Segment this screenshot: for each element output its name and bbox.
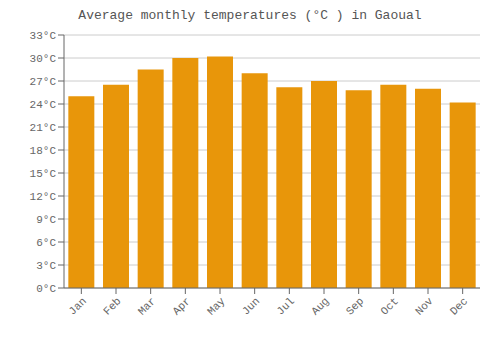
svg-text:Sep: Sep (344, 295, 366, 317)
svg-text:21°C: 21°C (30, 122, 57, 134)
svg-text:Jun: Jun (240, 295, 262, 317)
svg-text:Jan: Jan (66, 295, 88, 317)
svg-text:Mar: Mar (136, 295, 158, 317)
html-text:Average monthly temperatures (: Average monthly temperatures (°C ) in Ga… (78, 8, 422, 23)
svg-text:Apr: Apr (170, 295, 192, 317)
svg-text:0°C: 0°C (36, 283, 56, 295)
svg-text:Oct: Oct (378, 295, 400, 317)
svg-text:24°C: 24°C (30, 99, 57, 111)
svg-text:30°C: 30°C (30, 53, 57, 65)
svg-text:12°C: 12°C (30, 191, 57, 203)
svg-text:27°C: 27°C (30, 76, 57, 88)
svg-text:Dec: Dec (448, 295, 470, 317)
svg-text:18°C: 18°C (30, 145, 57, 157)
svg-text:Feb: Feb (101, 295, 123, 317)
svg-text:33°C: 33°C (30, 30, 57, 42)
svg-text:9°C: 9°C (36, 214, 56, 226)
svg-text:15°C: 15°C (30, 168, 57, 180)
svg-text:6°C: 6°C (36, 237, 56, 249)
svg-text:May: May (205, 295, 228, 318)
svg-text:Jul: Jul (274, 295, 296, 317)
svg-text:3°C: 3°C (36, 260, 56, 272)
svg-text:Aug: Aug (309, 295, 331, 317)
svg-text:Nov: Nov (413, 295, 436, 318)
